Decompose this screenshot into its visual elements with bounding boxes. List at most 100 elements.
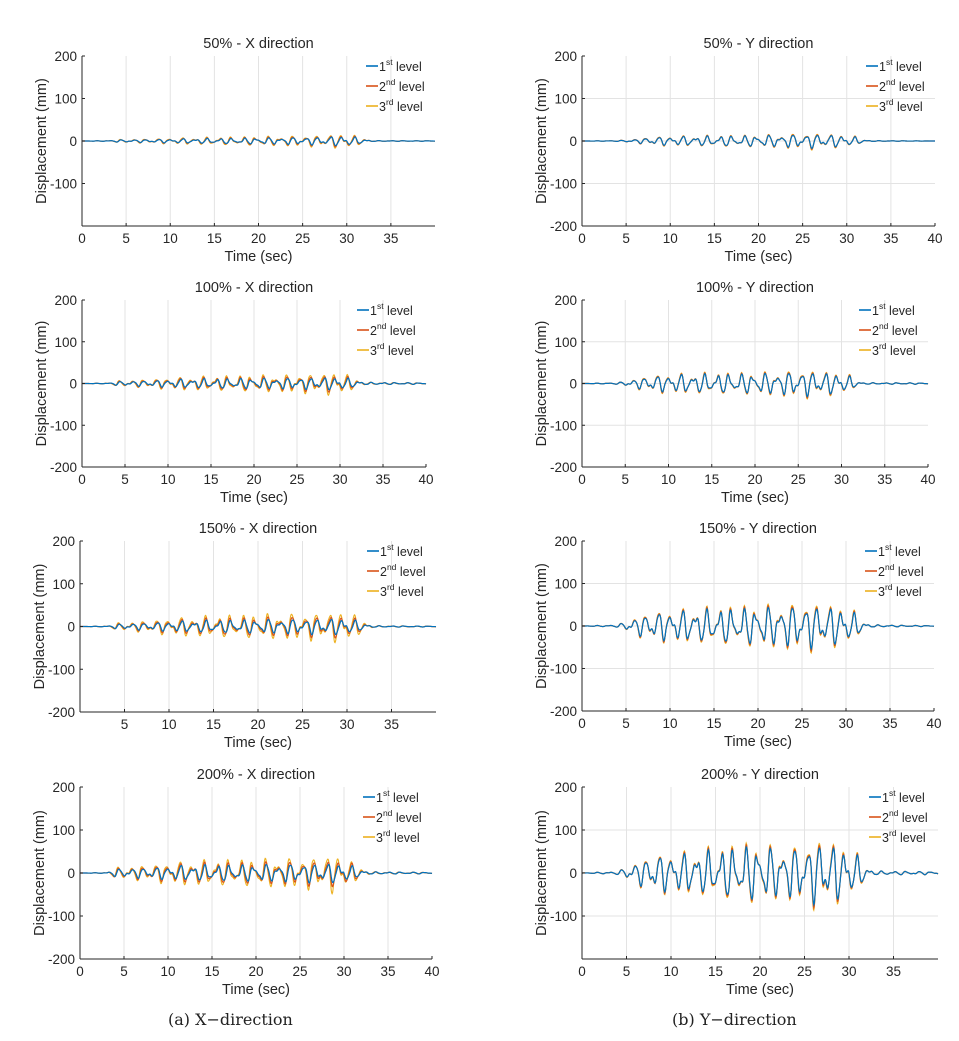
y-tick-label: -100 — [550, 662, 577, 677]
x-tick-label: 10 — [661, 472, 676, 487]
legend-label-level-3: 3rd level — [882, 828, 926, 845]
y-tick-label: -200 — [550, 219, 577, 234]
chart-title: 200% - X direction — [197, 767, 315, 783]
x-tick-label: 35 — [882, 716, 897, 731]
x-tick-label: 35 — [883, 231, 898, 246]
y-tick-label: 100 — [52, 577, 75, 592]
legend-label-level-2: 2nd level — [878, 562, 924, 579]
legend-label-level-2: 2nd level — [872, 321, 918, 338]
x-tick-label: 0 — [76, 964, 84, 979]
x-tick-label: 5 — [120, 964, 128, 979]
legend-label-level-1: 1st level — [882, 788, 925, 805]
series-line-level-1 — [82, 377, 427, 391]
x-tick-label: 10 — [160, 964, 175, 979]
y-tick-label: 100 — [54, 92, 77, 107]
y-tick-label: 200 — [52, 534, 75, 549]
chart-svg: 0 5 10 15 20 25 30 35 200 100 0 -100 50% - X directi… — [34, 36, 436, 265]
x-tick-label: 20 — [248, 964, 263, 979]
grid — [124, 300, 384, 467]
x-tick-label: 5 — [622, 231, 630, 246]
legend-label-level-3: 3rd level — [379, 97, 423, 114]
y-tick-label: -100 — [48, 909, 75, 924]
y-axis-label: Displacement (mm) — [534, 78, 550, 204]
y-tick-label: 200 — [554, 49, 577, 64]
x-tick-label: 35 — [380, 964, 395, 979]
series-line-level-1 — [80, 863, 433, 884]
legend: 1st level 2nd level 3rd level — [859, 301, 918, 358]
y-tick-label: -200 — [48, 952, 75, 967]
chart-title: 150% - Y direction — [699, 521, 817, 537]
series-line-level-1 — [581, 845, 939, 907]
y-tick-label: -100 — [48, 662, 75, 677]
x-tick-label: 25 — [795, 231, 810, 246]
x-tick-label: 5 — [122, 231, 130, 246]
x-tick-label: 40 — [418, 472, 433, 487]
chart-title: 50% - X direction — [203, 36, 313, 52]
x-tick-label: 10 — [160, 472, 175, 487]
x-tick-label: 25 — [289, 472, 304, 487]
legend-label-level-3: 3rd level — [370, 341, 414, 358]
chart-title: 100% - X direction — [195, 280, 313, 296]
legend-label-level-1: 1st level — [370, 301, 413, 318]
chart-svg: 0 5 10 15 20 25 30 35 40 200 100 0 -100 -200 50% - Y d… — [534, 36, 943, 265]
x-tick-label: 0 — [578, 964, 586, 979]
y-tick-label: -200 — [550, 460, 577, 475]
chart-svg: 0 5 10 15 20 25 30 35 40 200 100 0 -100 -200 150% - Y … — [534, 521, 942, 750]
y-tick-label: 100 — [54, 335, 77, 350]
x-tick-label: 30 — [339, 717, 354, 732]
legend: 1st level 2nd level 3rd level — [869, 788, 928, 845]
x-axis-label: Time (sec) — [225, 249, 293, 265]
y-tick-label: 0 — [569, 866, 577, 881]
x-tick-label: 25 — [295, 717, 310, 732]
x-tick-label: 20 — [747, 472, 762, 487]
chart-200-x: 0 5 10 15 20 25 30 35 40 200 100 0 -100 -200 200% - X … — [0, 757, 480, 1002]
x-tick-label: 25 — [797, 964, 812, 979]
chart-100-y: 0 5 10 15 20 25 30 35 40 200 100 0 -100 -200 100% - Y … — [479, 270, 959, 515]
x-axis-label: Time (sec) — [220, 490, 288, 506]
y-tick-label: 0 — [569, 619, 577, 634]
x-tick-label: 40 — [920, 472, 935, 487]
series-group — [581, 841, 939, 912]
x-tick-label: 35 — [384, 717, 399, 732]
x-tick-label: 30 — [838, 716, 853, 731]
chart-title: 50% - Y direction — [704, 36, 814, 52]
y-tick-label: -100 — [50, 418, 77, 433]
y-tick-label: 200 — [554, 293, 577, 308]
series-line-level-1 — [82, 136, 436, 147]
x-tick-label: 30 — [834, 472, 849, 487]
y-tick-label: 0 — [69, 377, 77, 392]
x-axis-label: Time (sec) — [224, 735, 292, 751]
chart-150-x: 5 10 15 20 25 30 35 200 100 0 -100 -200 150% - X dir… — [0, 511, 480, 756]
y-tick-label: 100 — [554, 335, 577, 350]
x-axis-label: Time (sec) — [721, 490, 789, 506]
y-axis-label: Displacement (mm) — [32, 564, 48, 690]
x-tick-label: 20 — [250, 717, 265, 732]
x-tick-label: 0 — [578, 716, 586, 731]
y-tick-label: 0 — [569, 377, 577, 392]
y-tick-label: -100 — [550, 909, 577, 924]
x-tick-label: 35 — [877, 472, 892, 487]
y-tick-label: 200 — [554, 780, 577, 795]
x-tick-label: 20 — [246, 472, 261, 487]
legend-label-level-1: 1st level — [872, 301, 915, 318]
legend-label-level-1: 1st level — [879, 57, 922, 74]
x-axis-label: Time (sec) — [726, 982, 794, 998]
legend-label-level-3: 3rd level — [879, 97, 923, 114]
series-line-level-1 — [581, 606, 935, 651]
legend: 1st level 2nd level 3rd level — [366, 57, 425, 114]
y-tick-label: -100 — [50, 177, 77, 192]
x-tick-label: 40 — [927, 231, 942, 246]
y-axis-label: Displacement (mm) — [534, 563, 550, 689]
legend: 1st level 2nd level 3rd level — [367, 542, 426, 599]
x-tick-label: 0 — [78, 472, 86, 487]
x-tick-label: 15 — [707, 231, 722, 246]
chart-100-x: 0 5 10 15 20 25 30 35 40 200 100 0 -100 -200 100% - X … — [0, 270, 480, 515]
x-axis-label: Time (sec) — [222, 982, 290, 998]
y-tick-label: -200 — [50, 460, 77, 475]
x-tick-label: 10 — [662, 716, 677, 731]
y-tick-label: -200 — [48, 705, 75, 720]
x-tick-label: 25 — [791, 472, 806, 487]
y-axis-label: Displacement (mm) — [534, 810, 550, 936]
y-tick-label: 100 — [554, 92, 577, 107]
